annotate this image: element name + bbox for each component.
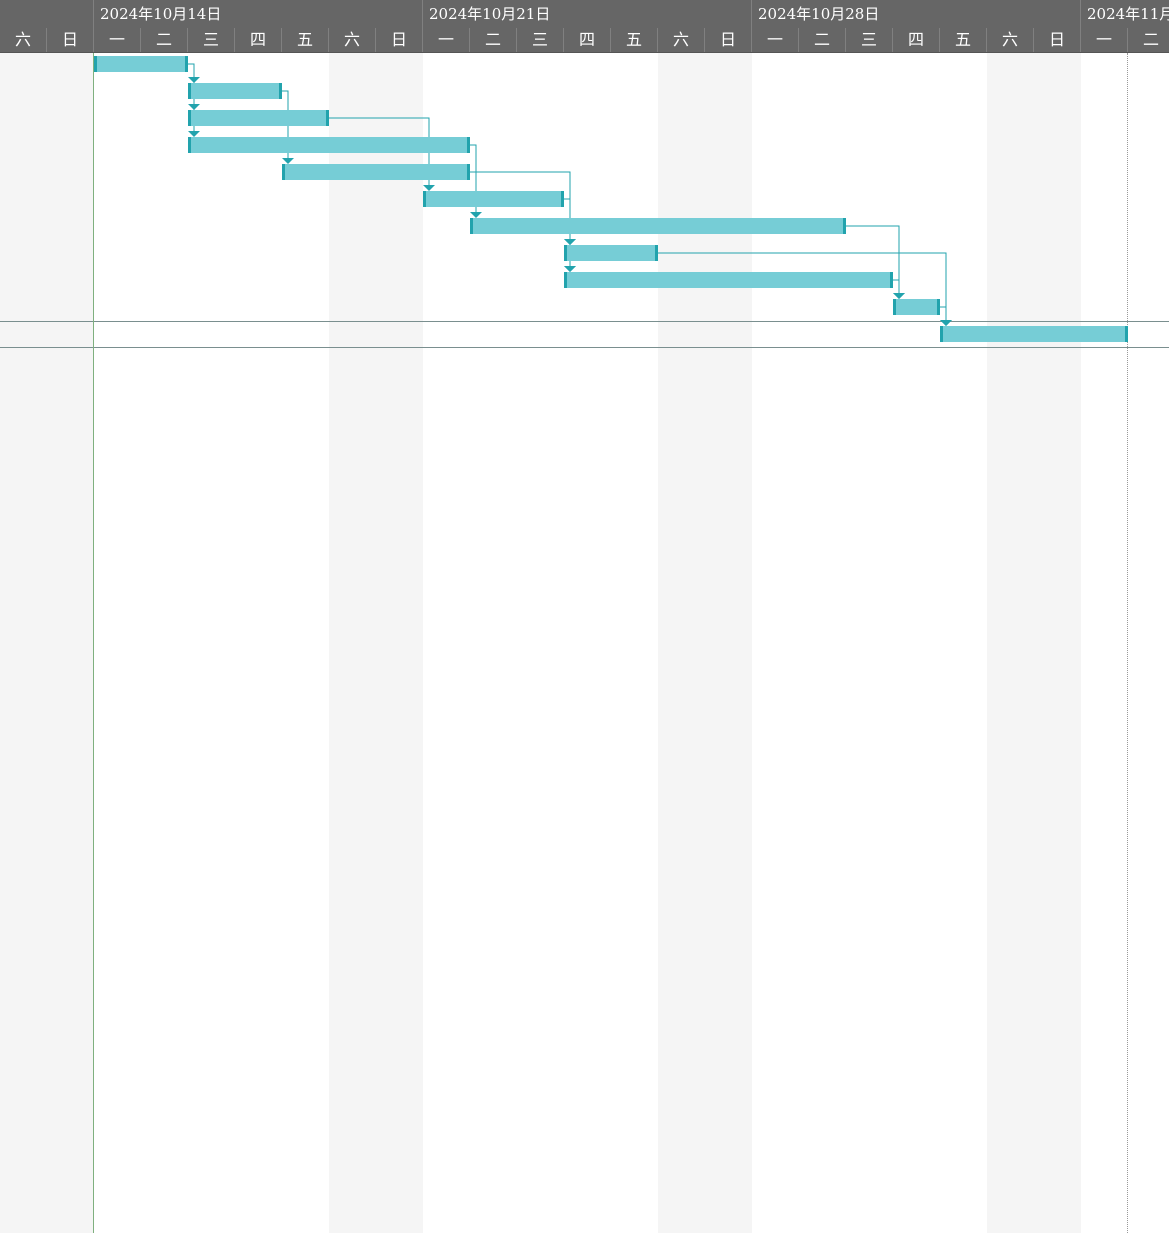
- day-header-cell: 二: [470, 28, 517, 52]
- dependency-link: [940, 306, 947, 320]
- week-header-label: 2024年10月21日: [429, 5, 551, 23]
- task-bar[interactable]: [564, 272, 893, 288]
- day-header-cell: 六: [658, 28, 705, 52]
- task-bar[interactable]: [282, 164, 470, 180]
- task-bar[interactable]: [188, 83, 282, 99]
- day-header-cell: 五: [611, 28, 658, 52]
- day-header-cell: 一: [423, 28, 470, 52]
- task-bar[interactable]: [94, 56, 188, 72]
- timeline-header: 2024年10月14日 2024年10月21日 2024年10月28日 2024年11…: [0, 0, 1169, 53]
- week-header-label: 2024年10月28日: [758, 5, 880, 23]
- day-header-cell: 三: [517, 28, 564, 52]
- day-header-cell: 五: [282, 28, 329, 52]
- day-header-cell: 三: [846, 28, 893, 52]
- week-separator: [751, 0, 752, 52]
- dependency-link: [188, 63, 195, 77]
- project-end-line: [1127, 53, 1128, 1233]
- selected-row: [0, 321, 1169, 348]
- day-header-cell: 六: [329, 28, 376, 52]
- task-bar[interactable]: [940, 326, 1128, 342]
- day-header-cell: 一: [752, 28, 799, 52]
- day-header-cell: 日: [705, 28, 752, 52]
- week-header-label: 2024年10月14日: [100, 5, 222, 23]
- task-bar[interactable]: [893, 299, 940, 315]
- weekend-column: [329, 53, 423, 1233]
- day-header-cell: 四: [564, 28, 611, 52]
- weekend-column: [0, 53, 94, 1233]
- day-header-cell: 三: [188, 28, 235, 52]
- day-header-cell: 一: [1081, 28, 1128, 52]
- gantt-body[interactable]: [0, 53, 1169, 1233]
- task-bar[interactable]: [470, 218, 846, 234]
- day-header-cell: 二: [799, 28, 846, 52]
- today-marker-line: [93, 53, 94, 1233]
- day-header-cell: 日: [376, 28, 423, 52]
- weekend-column: [658, 53, 752, 1233]
- task-bar[interactable]: [564, 245, 658, 261]
- week-header-label: 2024年11月4日: [1087, 5, 1169, 23]
- task-bar[interactable]: [188, 110, 329, 126]
- day-header-cell: 二: [1128, 28, 1169, 52]
- day-header-cell: 六: [987, 28, 1034, 52]
- weekend-column: [987, 53, 1081, 1233]
- day-header-cell: 日: [1034, 28, 1081, 52]
- day-header-cell: 二: [141, 28, 188, 52]
- day-header-cell: 四: [235, 28, 282, 52]
- day-header-cell: 日: [47, 28, 94, 52]
- week-separator: [1080, 0, 1081, 52]
- task-bar[interactable]: [188, 137, 470, 153]
- dependency-link: [893, 279, 900, 293]
- day-header-cell: 一: [94, 28, 141, 52]
- task-bar[interactable]: [423, 191, 564, 207]
- day-header-cell: 四: [893, 28, 940, 52]
- week-separator: [93, 0, 94, 52]
- week-separator: [422, 0, 423, 52]
- day-header-cell: 六: [0, 28, 47, 52]
- day-header-cell: 五: [940, 28, 987, 52]
